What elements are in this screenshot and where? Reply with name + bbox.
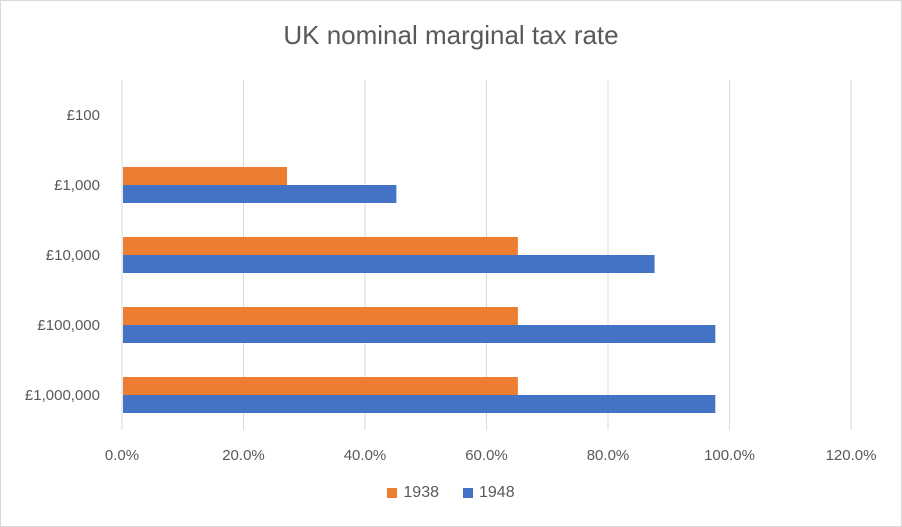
x-tick-label-5: 100.0% (704, 447, 755, 464)
bar-1948-3 (123, 325, 716, 343)
y-tick-label-1: £1,000 (54, 177, 100, 194)
bar-1938-4 (123, 377, 518, 395)
legend-item-1948: 1948 (463, 484, 515, 502)
x-tick-label-6: 120.0% (826, 447, 877, 464)
x-tick-label-3: 60.0% (465, 447, 508, 464)
legend-label-1938: 1938 (403, 484, 439, 501)
x-tick-label-0: 0.0% (105, 447, 139, 464)
legend-label-1948: 1948 (479, 484, 515, 501)
bar-1938-3 (123, 307, 518, 325)
bar-1948-2 (123, 255, 655, 273)
x-tick-label-2: 40.0% (344, 447, 387, 464)
legend-swatch-1938 (387, 488, 398, 498)
bar-1938-2 (123, 237, 518, 255)
y-tick-label-0: £100 (67, 107, 100, 124)
bar-1938-1 (123, 167, 288, 185)
legend-item-1938: 1938 (387, 484, 439, 502)
legend-swatch-1948 (463, 488, 473, 498)
y-tick-label-4: £1,000,000 (25, 387, 100, 404)
x-tick-label-4: 80.0% (587, 447, 630, 464)
chart-title: UK nominal marginal tax rate (283, 20, 619, 50)
y-tick-label-3: £100,000 (37, 317, 100, 334)
bar-1948-1 (123, 185, 397, 203)
bar-1948-4 (123, 395, 716, 413)
y-tick-label-2: £10,000 (46, 247, 100, 264)
legend: 1938 1948 (0, 484, 902, 502)
x-tick-label-1: 20.0% (222, 447, 265, 464)
